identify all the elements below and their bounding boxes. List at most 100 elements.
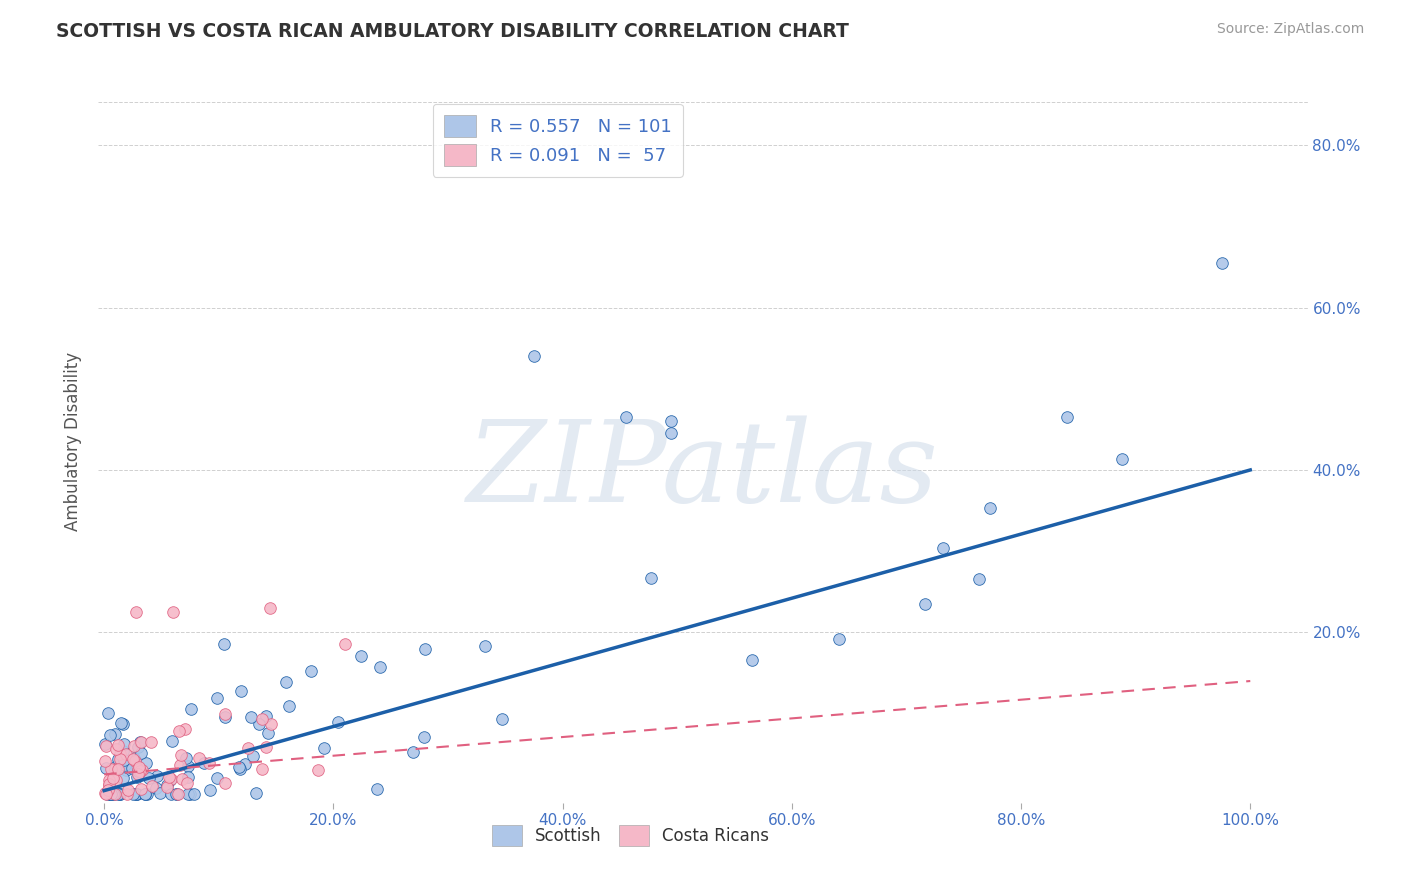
Point	[127, 767, 149, 781]
Point	[139, 735, 162, 749]
Point	[108, 752, 131, 766]
Point	[100, 787, 122, 801]
Text: Source: ZipAtlas.com: Source: ZipAtlas.com	[1216, 22, 1364, 37]
Point	[242, 749, 264, 764]
Point	[176, 775, 198, 789]
Point	[115, 764, 138, 778]
Point	[333, 638, 356, 652]
Point	[314, 740, 336, 755]
Point	[167, 723, 190, 738]
Point	[98, 728, 121, 742]
Point	[326, 714, 349, 729]
Point	[107, 738, 129, 752]
Point	[160, 787, 183, 801]
Point	[127, 770, 149, 784]
Point	[205, 691, 228, 706]
Point	[117, 782, 139, 797]
Point	[145, 780, 167, 795]
Point	[110, 716, 132, 731]
Point	[402, 745, 425, 759]
Point	[523, 349, 546, 363]
Point	[413, 730, 436, 744]
Point	[101, 787, 124, 801]
Point	[1111, 451, 1133, 466]
Point	[299, 664, 322, 678]
Point	[180, 702, 202, 716]
Point	[129, 734, 152, 748]
Point	[121, 761, 143, 775]
Point	[307, 764, 329, 778]
Point	[177, 770, 200, 784]
Point	[1211, 256, 1233, 270]
Point	[661, 426, 683, 441]
Point	[135, 756, 157, 771]
Point	[166, 787, 188, 801]
Point	[229, 683, 252, 698]
Point	[170, 747, 193, 762]
Point	[252, 762, 274, 776]
Point	[129, 746, 152, 760]
Point	[366, 782, 388, 797]
Point	[240, 709, 263, 723]
Point	[214, 776, 236, 790]
Point	[100, 762, 122, 776]
Point	[115, 747, 138, 762]
Point	[114, 753, 136, 767]
Point	[474, 640, 496, 654]
Point	[160, 772, 183, 786]
Point	[127, 787, 149, 801]
Point	[1056, 410, 1078, 425]
Point	[176, 751, 198, 765]
Point	[97, 787, 120, 801]
Point	[254, 709, 277, 723]
Point	[136, 787, 159, 801]
Point	[276, 674, 298, 689]
Point	[129, 764, 152, 778]
Y-axis label: Ambulatory Disability: Ambulatory Disability	[65, 352, 83, 531]
Point	[107, 752, 129, 766]
Point	[491, 712, 513, 726]
Point	[134, 787, 156, 801]
Point	[105, 741, 128, 756]
Point	[741, 653, 763, 667]
Point	[173, 722, 195, 736]
Point	[104, 762, 127, 776]
Point	[122, 752, 145, 766]
Point	[111, 744, 134, 758]
Point	[415, 642, 437, 657]
Point	[198, 783, 221, 797]
Point	[104, 787, 127, 801]
Point	[98, 787, 121, 801]
Point	[257, 726, 280, 740]
Point	[228, 760, 250, 774]
Point	[640, 571, 662, 585]
Point	[104, 773, 127, 788]
Point	[250, 712, 273, 726]
Point	[156, 778, 179, 792]
Point	[100, 787, 122, 801]
Point	[614, 410, 637, 425]
Point	[94, 761, 117, 775]
Point	[124, 754, 146, 768]
Point	[131, 764, 153, 778]
Point	[111, 771, 134, 785]
Point	[111, 717, 134, 731]
Point	[167, 787, 190, 801]
Point	[350, 648, 373, 663]
Point	[229, 762, 252, 776]
Point	[122, 739, 145, 753]
Point	[97, 777, 120, 791]
Point	[254, 739, 277, 754]
Point	[110, 747, 132, 761]
Point	[169, 758, 191, 772]
Point	[914, 597, 936, 611]
Point	[97, 772, 120, 787]
Point	[107, 787, 129, 801]
Point	[368, 660, 391, 674]
Point	[233, 757, 256, 772]
Point	[277, 698, 299, 713]
Point	[94, 754, 117, 768]
Point	[177, 759, 200, 773]
Point	[165, 787, 187, 801]
Point	[979, 501, 1001, 516]
